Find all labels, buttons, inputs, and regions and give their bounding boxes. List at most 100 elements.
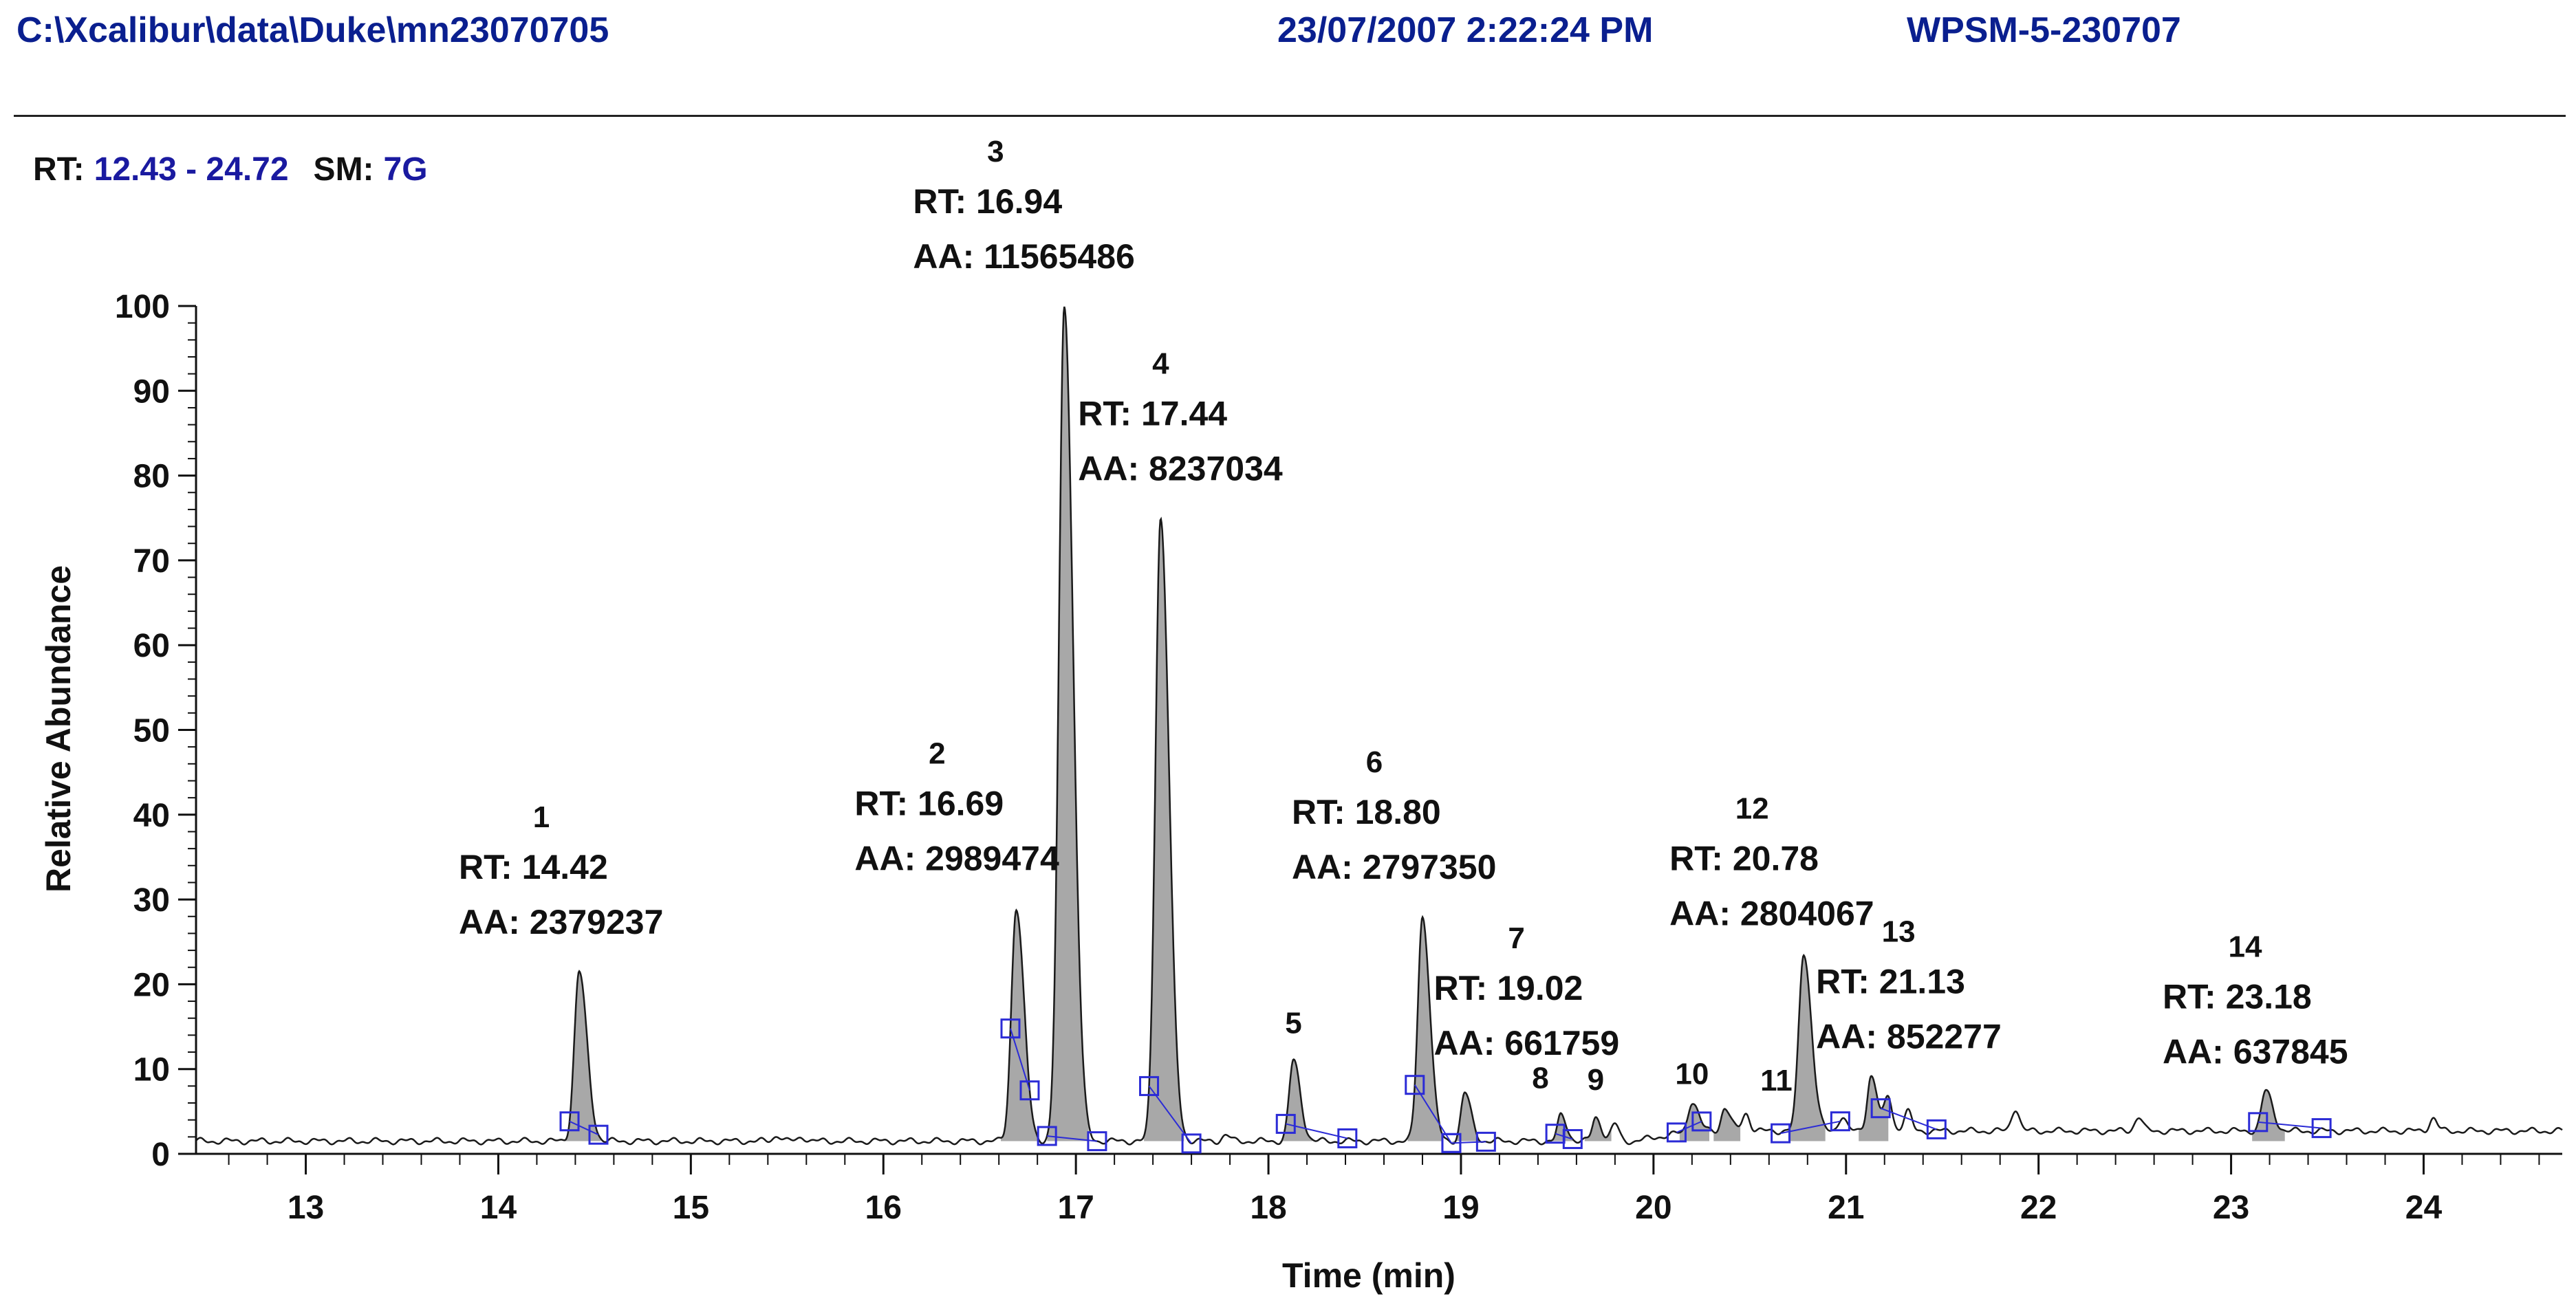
peak-number-6: 6 xyxy=(1366,745,1383,779)
peak-number-3: 3 xyxy=(987,135,1004,168)
peak-rt-label-6: RT: 18.80 xyxy=(1292,793,1441,831)
integration-marker xyxy=(1475,1131,1496,1152)
integration-baseline-5 xyxy=(1286,1123,1348,1139)
x-axis-title: Time (min) xyxy=(1282,1256,1455,1295)
baseline-markers xyxy=(559,1018,2332,1154)
y-tick-label: 90 xyxy=(133,373,170,410)
x-tick-label: 21 xyxy=(1828,1190,1864,1226)
integration-marker xyxy=(559,1111,580,1132)
peak-aa-label-13: AA: 852277 xyxy=(1816,1017,2002,1056)
peak-aa-label-1: AA: 2379237 xyxy=(459,903,663,941)
peak-number-13: 13 xyxy=(1882,915,1916,948)
peak-area-14 xyxy=(2252,1090,2285,1141)
x-tick-label: 18 xyxy=(1250,1190,1286,1226)
integration-marker xyxy=(1441,1133,1462,1153)
range-info: RT: 12.43 - 24.72 SM: 7G xyxy=(33,151,428,188)
integration-baseline-7 xyxy=(1451,1141,1486,1144)
y-tick-label: 30 xyxy=(133,882,170,919)
chromatogram-trace xyxy=(195,306,2563,1146)
sample-id: WPSM-5-230707 xyxy=(1907,10,2181,50)
integration-baseline-10 xyxy=(1676,1120,1702,1133)
header-divider xyxy=(14,115,2566,117)
peak-aa-label-6: AA: 2797350 xyxy=(1292,848,1496,886)
y-tick-label: 0 xyxy=(151,1137,170,1173)
peak-aa-label-4: AA: 8237034 xyxy=(1078,449,1283,488)
integration-marker xyxy=(2311,1118,2332,1139)
y-tick-label: 50 xyxy=(133,713,170,750)
peak-number-9: 9 xyxy=(1588,1063,1604,1097)
integration-marker xyxy=(1037,1126,1057,1146)
integration-marker xyxy=(1691,1111,1712,1132)
peak-aa-label-3: AA: 11565486 xyxy=(913,237,1134,276)
peak-number-7: 7 xyxy=(1508,921,1524,955)
integration-marker xyxy=(1405,1075,1425,1095)
x-tick-label: 13 xyxy=(288,1190,324,1226)
integration-baseline-1 xyxy=(569,1120,599,1136)
integration-marker xyxy=(1830,1111,1850,1132)
integration-marker xyxy=(1139,1075,1160,1096)
peak-area-12 xyxy=(1788,955,1826,1141)
integration-marker xyxy=(1087,1131,1107,1152)
peak-aa-label-7: AA: 661759 xyxy=(1434,1024,1620,1062)
peak-area-13 xyxy=(1859,1075,1889,1141)
x-tick-label: 17 xyxy=(1057,1190,1094,1226)
peak-rt-label-13: RT: 21.13 xyxy=(1816,962,1965,1001)
integration-marker xyxy=(1181,1133,1202,1154)
integration-marker xyxy=(1275,1113,1296,1134)
integration-marker xyxy=(1771,1123,1791,1144)
peak-aa-label-14: AA: 637845 xyxy=(2163,1033,2348,1071)
peak-area-11 xyxy=(1713,1108,1741,1141)
y-tick-label: 100 xyxy=(115,289,170,325)
peak-rt-label-4: RT: 17.44 xyxy=(1078,394,1227,433)
report-header: C:\Xcalibur\data\Duke\mn23070705 23/07/2… xyxy=(0,0,2576,120)
integration-marker xyxy=(1666,1122,1687,1143)
x-tick-label: 23 xyxy=(2213,1190,2249,1226)
rt-range-value: 12.43 - 24.72 xyxy=(94,151,289,188)
y-tick-label: 40 xyxy=(133,798,170,834)
x-tick-label: 19 xyxy=(1442,1190,1479,1226)
sm-value: 7G xyxy=(384,151,428,188)
peak-area-7 xyxy=(1452,1092,1482,1144)
y-tick-label: 20 xyxy=(133,967,170,1003)
peak-area-9 xyxy=(1584,1117,1612,1141)
peak-rt-label-14: RT: 23.18 xyxy=(2163,978,2312,1016)
peak-rt-label-3: RT: 16.94 xyxy=(913,182,1062,221)
y-tick-label: 80 xyxy=(133,459,170,495)
x-tick-label: 24 xyxy=(2405,1190,2443,1226)
peak-number-5: 5 xyxy=(1285,1006,1301,1040)
peak-aa-label-2: AA: 2989474 xyxy=(854,839,1059,877)
y-tick-label: 60 xyxy=(133,628,170,664)
trace-layer xyxy=(195,306,2563,1146)
x-tick-label: 20 xyxy=(1635,1190,1671,1226)
peak-rt-label-7: RT: 19.02 xyxy=(1434,969,1583,1007)
integration-marker xyxy=(1562,1129,1583,1150)
peak-number-8: 8 xyxy=(1532,1062,1548,1095)
y-axis-title: Relative Abundance xyxy=(39,565,78,893)
x-tick-label: 14 xyxy=(480,1190,517,1226)
peak-number-10: 10 xyxy=(1675,1057,1709,1091)
integration-marker xyxy=(1019,1080,1040,1101)
peak-rt-label-12: RT: 20.78 xyxy=(1669,840,1819,878)
peak-number-2: 2 xyxy=(929,736,945,770)
x-tick-label: 22 xyxy=(2020,1190,2057,1226)
integration-marker xyxy=(1337,1128,1358,1148)
y-tick-label: 10 xyxy=(133,1052,170,1089)
peak-rt-label-2: RT: 16.69 xyxy=(854,784,1004,822)
y-tick-label: 70 xyxy=(133,543,170,580)
peak-number-12: 12 xyxy=(1735,792,1769,826)
peak-aa-label-12: AA: 2804067 xyxy=(1669,895,1874,933)
peak-number-1: 1 xyxy=(533,800,550,834)
integration-baseline-2 xyxy=(1010,1028,1030,1091)
sm-label: SM: xyxy=(314,151,374,188)
integration-baseline-14 xyxy=(2258,1121,2322,1129)
x-tick-label: 15 xyxy=(673,1190,709,1226)
integration-marker xyxy=(1870,1098,1891,1119)
peak-labels: 1 RT: 14.42 AA: 2379237 2 RT: 16.69 AA: 29894… xyxy=(459,135,2348,1097)
file-path: C:\Xcalibur\data\Duke\mn23070705 xyxy=(17,10,609,50)
integration-marker xyxy=(1000,1018,1021,1039)
x-tick-label: 16 xyxy=(865,1190,902,1226)
peak-number-14: 14 xyxy=(2228,930,2262,964)
integration-marker xyxy=(1926,1119,1947,1139)
peak-number-11: 11 xyxy=(1760,1064,1793,1097)
